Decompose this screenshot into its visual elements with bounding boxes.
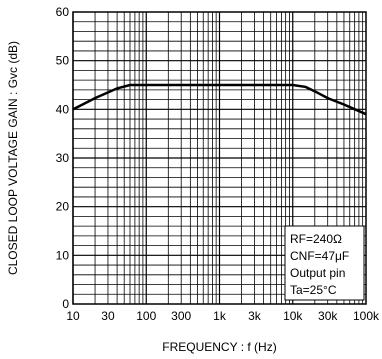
- y-tick-label: 0: [62, 297, 69, 311]
- condition-ta: Ta=25°C: [290, 283, 337, 297]
- x-tick-label: 100k: [353, 309, 380, 323]
- y-tick-labels: 0 10 20 30 40 50 60: [56, 5, 70, 311]
- y-axis-label: CLOSED LOOP VOLTAGE GAIN : Gvc (dB): [6, 41, 20, 275]
- y-tick-label: 30: [56, 151, 70, 165]
- x-tick-labels: 10 30 100 300 1k 3k 10k 30k 100k: [66, 309, 380, 323]
- y-tick-label: 50: [56, 54, 70, 68]
- y-tick-label: 60: [56, 5, 70, 19]
- x-axis-label: FREQUENCY : f (Hz): [162, 340, 276, 354]
- x-tick-label: 30k: [318, 309, 338, 323]
- y-tick-label: 20: [56, 200, 70, 214]
- y-tick-label: 40: [56, 102, 70, 116]
- condition-rf: RF=240Ω: [290, 232, 342, 246]
- conditions-box: RF=240Ω CNF=47μF Output pin Ta=25°C: [284, 225, 365, 301]
- condition-cnf: CNF=47μF: [290, 249, 349, 263]
- x-tick-label: 10: [66, 309, 80, 323]
- y-tick-label: 10: [56, 248, 70, 262]
- x-tick-label: 1k: [213, 309, 227, 323]
- conditions-box-frame: [284, 225, 365, 301]
- x-tick-label: 100: [136, 309, 156, 323]
- gain-curve: [72, 83, 367, 116]
- plot-frame: [72, 11, 367, 305]
- x-tick-label: 30: [101, 309, 115, 323]
- x-tick-label: 3k: [248, 309, 262, 323]
- x-tick-label: 300: [171, 309, 191, 323]
- x-tick-label: 10k: [283, 309, 303, 323]
- condition-output-pin: Output pin: [290, 266, 345, 280]
